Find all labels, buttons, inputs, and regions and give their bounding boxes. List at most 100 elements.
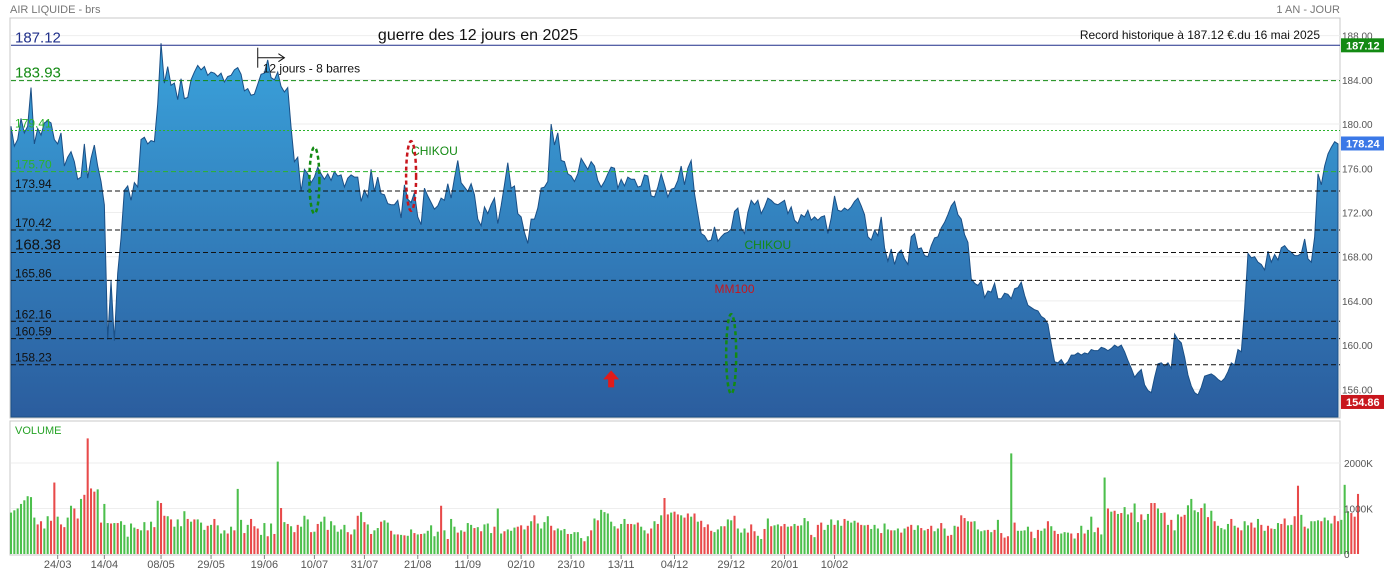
volume-bar xyxy=(616,528,619,554)
volume-bar xyxy=(673,511,676,554)
volume-bar xyxy=(700,520,703,554)
volume-bar xyxy=(1016,530,1019,554)
volume-bar xyxy=(156,500,159,554)
volume-bar xyxy=(483,524,486,554)
volume-bar xyxy=(366,524,369,554)
volume-bar xyxy=(39,521,43,554)
volume-bar xyxy=(206,525,209,554)
volume-bar xyxy=(853,520,856,554)
volume-bar xyxy=(113,523,116,554)
volume-bar xyxy=(353,529,356,554)
volume-bar xyxy=(973,521,976,554)
volume-axis-ticks: 2000K 1000K 0 xyxy=(1344,459,1373,561)
volume-bar xyxy=(433,536,436,554)
volume-bar xyxy=(723,526,726,554)
volume-bar xyxy=(340,529,343,554)
volume-bar xyxy=(496,508,499,554)
price-levels: 187.12 183.93 179.41 175.70 173.94 170.42 168.… xyxy=(11,29,1340,366)
volume-bar xyxy=(1350,513,1353,554)
volume-bar xyxy=(1296,485,1300,554)
date-label: 14/04 xyxy=(91,559,119,571)
volume-bar xyxy=(420,533,423,554)
volume-bar xyxy=(943,528,946,554)
volume-bar xyxy=(520,525,523,554)
volume-bar xyxy=(473,528,476,554)
volume-bar xyxy=(666,514,669,554)
volume-bar xyxy=(99,522,103,554)
volume-bar xyxy=(1086,529,1089,554)
date-label: 13/11 xyxy=(608,559,635,571)
volume-bar xyxy=(413,533,416,554)
volume-bar xyxy=(220,533,223,554)
volume-bar xyxy=(580,538,583,554)
volume-bar xyxy=(346,532,349,554)
annotation-chikou: CHIKOU xyxy=(411,144,458,158)
volume-bar xyxy=(550,525,553,554)
volume-bar xyxy=(1216,525,1220,554)
volume-bar xyxy=(183,511,186,554)
volume-bar xyxy=(713,532,716,554)
volume-bar xyxy=(1076,533,1079,554)
volume-bar xyxy=(876,528,879,554)
price-level-label: 165.86 xyxy=(15,266,52,280)
volume-bar xyxy=(706,524,709,554)
volume-bar xyxy=(690,516,693,554)
volume-bar xyxy=(560,530,563,554)
volume-bar xyxy=(873,524,876,554)
volume-bar xyxy=(226,533,229,554)
volume-bar xyxy=(1193,510,1196,554)
volume-bar xyxy=(1023,530,1026,554)
volume-bar xyxy=(69,505,73,554)
volume-bar xyxy=(26,496,29,554)
volume-bar xyxy=(430,525,433,554)
price-tick-label: 156.00 xyxy=(1342,385,1373,396)
volume-bar xyxy=(726,519,729,554)
volume-bar xyxy=(1283,518,1286,554)
volume-bar xyxy=(1243,521,1246,554)
volume-bar xyxy=(1323,517,1326,554)
annotation-ellipse xyxy=(724,312,738,396)
volume-bar xyxy=(776,524,779,554)
price-level-label: 187.12 xyxy=(15,29,61,46)
volume-bar xyxy=(116,523,119,554)
volume-bar xyxy=(213,518,216,554)
volume-bar xyxy=(1233,525,1236,554)
volume-bar xyxy=(1203,503,1206,554)
volume-bar xyxy=(786,526,789,554)
volume-bar xyxy=(423,533,426,554)
volume-bar xyxy=(186,518,189,554)
volume-bar xyxy=(930,525,933,554)
volume-bar xyxy=(1130,512,1133,554)
volume-bar xyxy=(266,536,269,554)
volume-bar xyxy=(460,530,463,554)
volume-bar xyxy=(1140,514,1143,554)
volume-bar xyxy=(506,529,509,554)
volume-bar xyxy=(33,517,36,554)
volume-bar xyxy=(406,535,409,554)
volume-bar xyxy=(253,526,256,554)
volume-bar xyxy=(166,516,169,554)
volume-bar xyxy=(593,518,596,554)
price-badge xyxy=(1341,136,1384,151)
volume-bar xyxy=(743,528,746,554)
volume-bar xyxy=(1043,528,1046,554)
price-tick-label: 184.00 xyxy=(1342,76,1373,87)
volume-bar xyxy=(880,533,883,554)
volume-bar xyxy=(330,521,333,554)
volume-bar xyxy=(360,512,363,554)
volume-bar xyxy=(333,525,336,554)
volume-bar xyxy=(886,529,889,554)
volume-bar xyxy=(1173,530,1176,554)
volume-bar xyxy=(543,522,546,554)
volume-bar xyxy=(323,516,326,554)
volume-bar xyxy=(59,524,63,554)
volume-bar xyxy=(613,526,616,554)
volume-bar xyxy=(240,519,243,554)
volume-bar xyxy=(1340,519,1343,554)
volume-bar xyxy=(633,524,636,554)
price-badge-label: 178.24 xyxy=(1346,138,1381,150)
volume-bar xyxy=(296,524,299,554)
volume-bar xyxy=(1133,503,1136,554)
volume-bar xyxy=(1336,521,1340,554)
volume-bar xyxy=(1313,521,1316,554)
